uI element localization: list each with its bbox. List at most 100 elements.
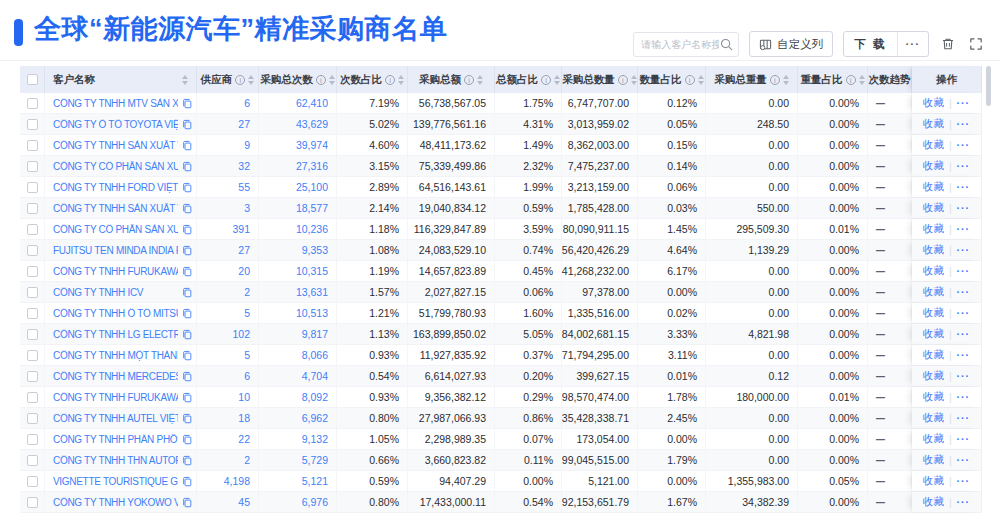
- column-header-amount-pct[interactable]: 总额占比: [495, 66, 562, 93]
- copy-icon[interactable]: [182, 266, 192, 277]
- favorite-button[interactable]: 收藏: [923, 306, 944, 320]
- favorite-button[interactable]: 收藏: [923, 327, 944, 341]
- download-more-button[interactable]: ···: [898, 32, 929, 56]
- row-more-button[interactable]: ···: [957, 349, 971, 361]
- copy-icon[interactable]: [182, 350, 192, 361]
- column-header-purchase-amount[interactable]: 采购总额: [408, 66, 495, 93]
- info-icon[interactable]: [770, 75, 780, 85]
- row-checkbox[interactable]: [27, 329, 38, 340]
- favorite-button[interactable]: 收藏: [923, 390, 944, 404]
- favorite-button[interactable]: 收藏: [923, 264, 944, 278]
- customer-name-link[interactable]: VIGNETTE TOURISTIQUE G UNI...: [53, 476, 178, 487]
- column-header-customer-name[interactable]: 客户名称: [45, 66, 197, 93]
- row-checkbox[interactable]: [27, 455, 38, 466]
- favorite-button[interactable]: 收藏: [923, 117, 944, 131]
- customer-name-link[interactable]: CÔNG TY TNHH MERCEDES–B...: [53, 371, 178, 382]
- column-header-purchase-qty[interactable]: 采购总数量: [562, 66, 638, 93]
- row-checkbox[interactable]: [27, 224, 38, 235]
- row-more-button[interactable]: ···: [957, 265, 971, 277]
- download-button[interactable]: 下 载: [844, 32, 896, 56]
- customer-name-link[interactable]: CÔNG TY TNHH FURUKAWA A...: [53, 392, 178, 403]
- row-more-button[interactable]: ···: [957, 496, 971, 508]
- sort-icon[interactable]: [631, 75, 637, 85]
- sort-icon[interactable]: [477, 75, 483, 85]
- row-checkbox[interactable]: [27, 371, 38, 382]
- favorite-button[interactable]: 收藏: [923, 159, 944, 173]
- sort-icon[interactable]: [783, 75, 789, 85]
- customer-name-link[interactable]: CÔNG TY TNHH AUTEL VIỆT N...: [53, 413, 178, 424]
- customer-name-link[interactable]: CÔNG TY TNHH PHÂN PHỐI T...: [53, 434, 178, 445]
- copy-icon[interactable]: [182, 434, 192, 445]
- row-more-button[interactable]: ···: [957, 433, 971, 445]
- customer-name-link[interactable]: CÔNG TY TNHH MỘT THÀNH V...: [53, 350, 178, 361]
- customer-name-link[interactable]: CÔNG TY TNHH SẢN XUẤT VÀ ...: [53, 140, 178, 151]
- copy-icon[interactable]: [182, 392, 192, 403]
- info-icon[interactable]: [618, 75, 628, 85]
- info-icon[interactable]: [541, 75, 551, 85]
- customer-name-link[interactable]: CÔNG TY TNHH MTV SẢN XUẤ...: [53, 98, 178, 109]
- customer-name-link[interactable]: CÔNG TY TNHH YOKOWO VIỆT...: [53, 497, 178, 508]
- sort-icon[interactable]: [182, 75, 188, 85]
- row-checkbox[interactable]: [27, 161, 38, 172]
- row-checkbox[interactable]: [27, 476, 38, 487]
- favorite-button[interactable]: 收藏: [923, 201, 944, 215]
- search-icon[interactable]: [719, 37, 733, 51]
- row-more-button[interactable]: ···: [957, 328, 971, 340]
- row-checkbox[interactable]: [27, 350, 38, 361]
- column-header-qty-pct[interactable]: 数量占比: [638, 66, 706, 93]
- customer-name-link[interactable]: CÔNG TY TNHH THN AUTOPAR...: [53, 455, 178, 466]
- row-more-button[interactable]: ···: [957, 97, 971, 109]
- customer-name-link[interactable]: CÔNG TY TNHH ICV: [53, 287, 178, 298]
- favorite-button[interactable]: 收藏: [923, 222, 944, 236]
- row-checkbox[interactable]: [27, 308, 38, 319]
- customer-search-box[interactable]: [633, 32, 739, 57]
- customer-name-link[interactable]: CÔNG TY TNHH FURUKAWA A...: [53, 266, 178, 277]
- copy-icon[interactable]: [182, 308, 192, 319]
- favorite-button[interactable]: 收藏: [923, 495, 944, 509]
- customer-name-link[interactable]: CÔNG TY TNHH LG ELECTRON...: [53, 329, 178, 340]
- copy-icon[interactable]: [182, 455, 192, 466]
- row-checkbox[interactable]: [27, 413, 38, 424]
- favorite-button[interactable]: 收藏: [923, 96, 944, 110]
- customer-name-link[interactable]: CÔNG TY TNHH SẢN XUẤT VÀ ...: [53, 203, 178, 214]
- row-more-button[interactable]: ···: [957, 160, 971, 172]
- column-header-supplier-count[interactable]: 供应商: [197, 66, 259, 93]
- copy-icon[interactable]: [182, 161, 192, 172]
- favorite-button[interactable]: 收藏: [923, 432, 944, 446]
- row-more-button[interactable]: ···: [957, 181, 971, 193]
- row-checkbox[interactable]: [27, 287, 38, 298]
- favorite-button[interactable]: 收藏: [923, 243, 944, 257]
- copy-icon[interactable]: [182, 203, 192, 214]
- favorite-button[interactable]: 收藏: [923, 348, 944, 362]
- row-checkbox[interactable]: [27, 245, 38, 256]
- row-checkbox[interactable]: [27, 266, 38, 277]
- favorite-button[interactable]: 收藏: [923, 411, 944, 425]
- customer-name-link[interactable]: FUJITSU TEN MINDA INDIA PVT...: [53, 245, 178, 256]
- sort-icon[interactable]: [329, 75, 335, 85]
- copy-icon[interactable]: [182, 497, 192, 508]
- row-more-button[interactable]: ···: [957, 286, 971, 298]
- column-header-times-pct[interactable]: 次数占比: [337, 66, 408, 93]
- copy-icon[interactable]: [182, 329, 192, 340]
- info-icon[interactable]: [846, 75, 856, 85]
- copy-icon[interactable]: [182, 119, 192, 130]
- info-icon[interactable]: [685, 75, 695, 85]
- customer-name-link[interactable]: CÔNG TY TNHH FORD VIỆT NAM: [53, 182, 178, 193]
- sort-icon[interactable]: [698, 75, 704, 85]
- copy-icon[interactable]: [182, 476, 192, 487]
- copy-icon[interactable]: [182, 224, 192, 235]
- row-more-button[interactable]: ···: [957, 139, 971, 151]
- column-header-purchase-weight[interactable]: 采购总重量: [706, 66, 798, 93]
- info-icon[interactable]: [385, 75, 395, 85]
- favorite-button[interactable]: 收藏: [923, 369, 944, 383]
- row-more-button[interactable]: ···: [957, 202, 971, 214]
- copy-icon[interactable]: [182, 140, 192, 151]
- info-icon[interactable]: [235, 75, 245, 85]
- row-more-button[interactable]: ···: [957, 307, 971, 319]
- copy-icon[interactable]: [182, 287, 192, 298]
- trash-icon[interactable]: [939, 35, 957, 53]
- row-more-button[interactable]: ···: [957, 244, 971, 256]
- column-header-weight-pct[interactable]: 重量占比: [798, 66, 868, 93]
- vertical-scrollbar[interactable]: [986, 66, 991, 106]
- copy-icon[interactable]: [182, 413, 192, 424]
